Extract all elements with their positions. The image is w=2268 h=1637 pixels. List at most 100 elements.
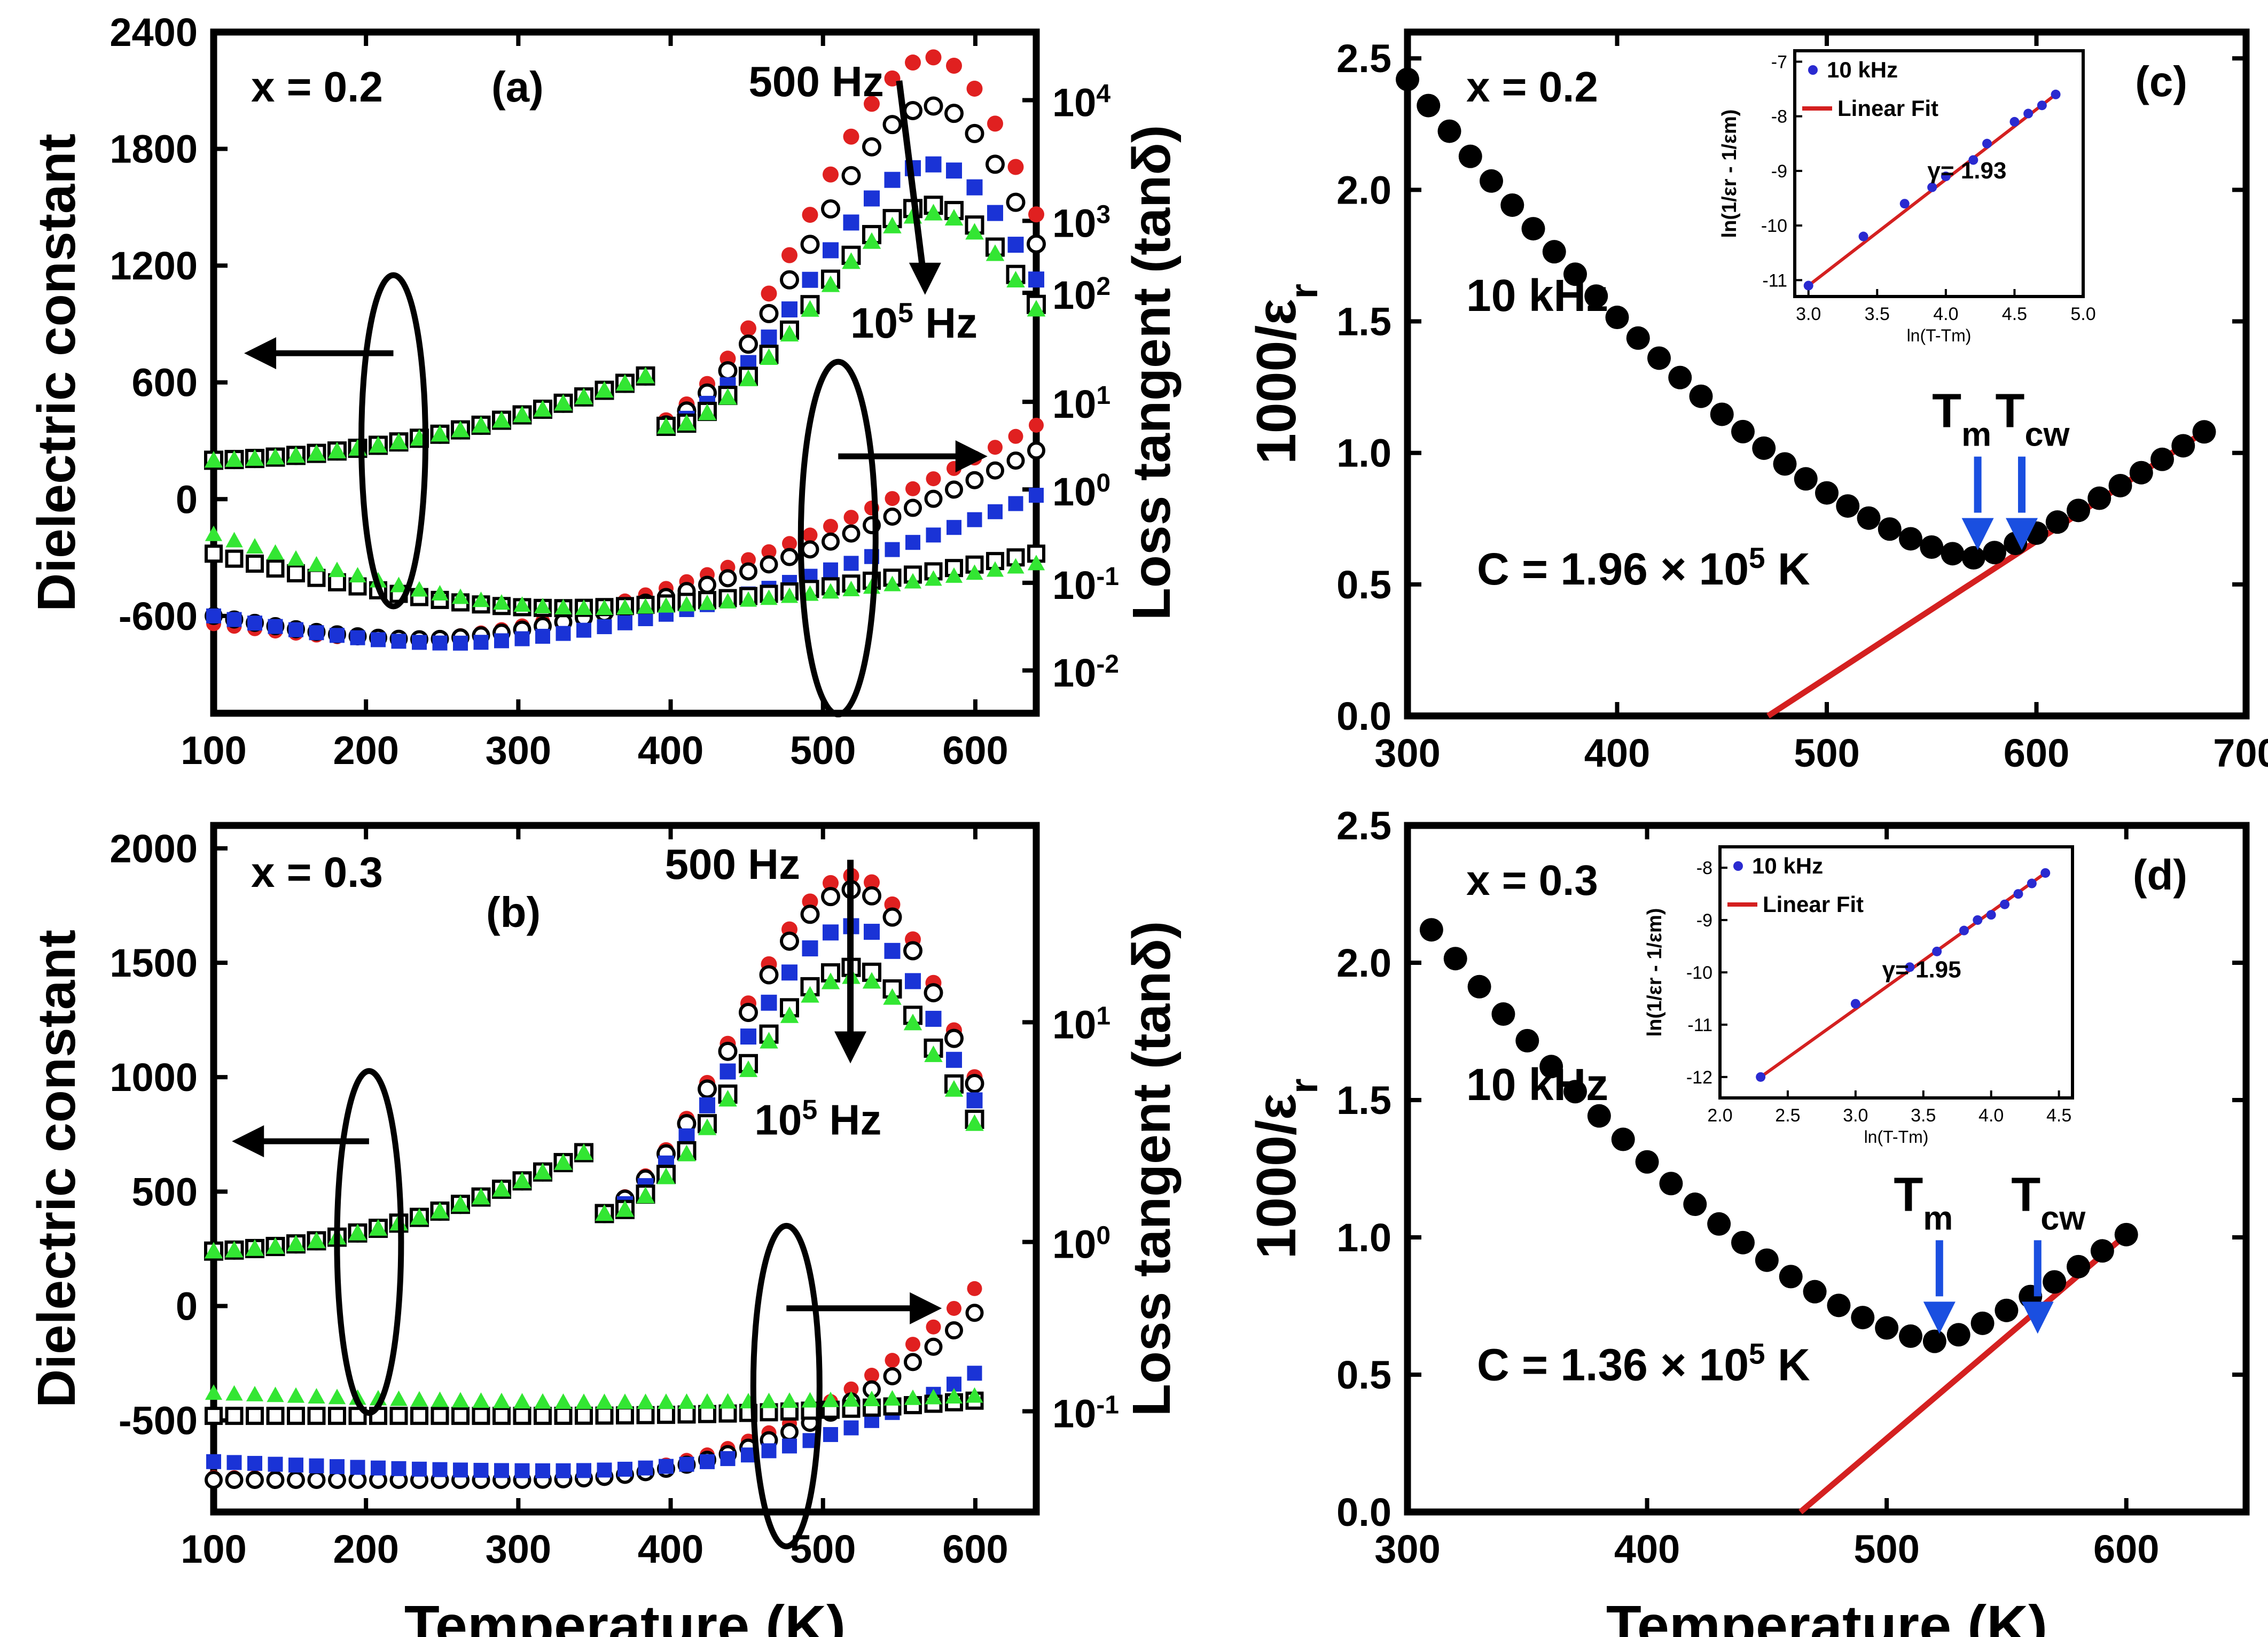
dielectric-point bbox=[944, 1080, 964, 1097]
loss-point bbox=[371, 1460, 386, 1476]
dielectric-point bbox=[924, 96, 943, 116]
right-tick-label-part: 3 bbox=[1096, 200, 1110, 229]
inverse-permittivity-point bbox=[1755, 1248, 1779, 1272]
frequency-label: 10 kHz bbox=[1466, 270, 1608, 321]
inset-x-tick-label: 3.5 bbox=[1911, 1105, 1936, 1126]
loss-point bbox=[535, 1463, 550, 1478]
dielectric-point bbox=[656, 1167, 676, 1184]
dielectric-point bbox=[698, 1118, 717, 1135]
y-tick-label: 1000 bbox=[110, 1055, 198, 1100]
loss-point bbox=[843, 1381, 859, 1397]
loss-point bbox=[554, 1406, 573, 1425]
loss-point bbox=[288, 1457, 303, 1473]
inset-legend-marker bbox=[1733, 861, 1743, 871]
dielectric-point bbox=[761, 329, 777, 346]
dielectric-point bbox=[760, 1032, 778, 1049]
loss-ellipse bbox=[797, 358, 879, 718]
inset-x-tick-label: 2.5 bbox=[1775, 1105, 1800, 1126]
dielectric-point bbox=[864, 874, 880, 891]
inverse-permittivity-point bbox=[2171, 434, 2195, 458]
dielectric-point bbox=[656, 417, 676, 434]
panel-b: 100 200 300 400 500 600-500050010001500200010… bbox=[27, 822, 1182, 1637]
loss-point bbox=[657, 1406, 675, 1424]
dielectric-point bbox=[843, 214, 859, 231]
tm-label: Tm bbox=[1932, 385, 1991, 454]
series-a-1 bbox=[204, 96, 1046, 649]
inverse-permittivity-point bbox=[1689, 384, 1713, 408]
loss-point bbox=[307, 1407, 326, 1425]
left-axis-label: Dielectric constant bbox=[27, 134, 87, 612]
inverse-permittivity-point bbox=[1857, 506, 1881, 530]
loss-point bbox=[556, 626, 571, 641]
dielectric-point bbox=[801, 300, 819, 317]
dielectric-point bbox=[862, 232, 881, 249]
dielectric-point bbox=[925, 1010, 942, 1027]
y-tick-label: 2.0 bbox=[1336, 941, 1391, 985]
tcw-label-part: T bbox=[2011, 1168, 2040, 1221]
freq-low-label-part: 5 bbox=[802, 1094, 817, 1125]
loss-point bbox=[677, 1405, 696, 1424]
dielectric-point bbox=[903, 1014, 922, 1031]
loss-point bbox=[287, 1407, 305, 1425]
dielectric-point bbox=[472, 1188, 490, 1205]
transition-arrows bbox=[1961, 456, 2038, 550]
dielectric-point bbox=[862, 972, 881, 989]
loss-point bbox=[823, 1427, 838, 1443]
curie-weiss-fit-line bbox=[1798, 1232, 2129, 1515]
panel-label: (b) bbox=[486, 888, 541, 936]
inset-data-point bbox=[1858, 231, 1868, 241]
loss-point bbox=[947, 520, 961, 535]
loss-point bbox=[226, 1455, 242, 1470]
loss-point bbox=[637, 598, 654, 614]
fit-line-group bbox=[1766, 429, 2206, 719]
inset-data-point bbox=[2000, 899, 2010, 909]
series-b-4 bbox=[204, 967, 984, 1409]
loss-point bbox=[247, 615, 262, 631]
loss-point bbox=[205, 525, 223, 541]
tcw-label-part: cw bbox=[2040, 1199, 2086, 1237]
inverse-permittivity-point bbox=[1587, 1104, 1611, 1128]
loss-point bbox=[925, 570, 942, 586]
loss-point bbox=[616, 1393, 634, 1409]
dielectric-point bbox=[802, 207, 818, 223]
dielectric-point bbox=[944, 209, 964, 226]
inset-frame bbox=[1793, 49, 2085, 298]
dielectric-point bbox=[595, 381, 614, 398]
dielectric-point bbox=[1027, 234, 1046, 254]
dielectric-point bbox=[924, 983, 943, 1003]
y-tick-label: 1.5 bbox=[1336, 300, 1391, 344]
loss-point bbox=[554, 1393, 572, 1409]
tcw-arrow-head bbox=[2006, 518, 2038, 550]
x-tick-label: 700 bbox=[2213, 731, 2268, 775]
y-tick-label: 0.5 bbox=[1336, 563, 1391, 607]
inset-data-point bbox=[1968, 155, 1978, 165]
y-axis-label-part: r bbox=[1282, 1078, 1326, 1093]
dielectric-point bbox=[843, 128, 859, 145]
y-axis-label: 1000/εr bbox=[1246, 284, 1326, 464]
x-tick-label: 400 bbox=[1614, 1527, 1680, 1571]
x-tick-label: 200 bbox=[333, 1527, 398, 1571]
inverse-permittivity-point bbox=[2108, 473, 2132, 497]
loss-point bbox=[843, 556, 859, 571]
inverse-permittivity-point bbox=[1458, 144, 1482, 168]
dielectric-point bbox=[884, 942, 901, 959]
loss-point bbox=[268, 1456, 283, 1472]
inverse-permittivity-point bbox=[1635, 1150, 1659, 1174]
dielectric-point bbox=[821, 887, 840, 907]
inverse-permittivity-point bbox=[1683, 1192, 1707, 1217]
loss-point bbox=[246, 1385, 264, 1401]
dielectric-point bbox=[677, 414, 696, 431]
loss-point bbox=[843, 510, 859, 525]
y-axis-label: 1000/εr bbox=[1246, 1078, 1326, 1259]
inverse-permittivity-point bbox=[2067, 498, 2090, 523]
inset-data-point bbox=[1941, 172, 1951, 182]
y-tick-label: 0.0 bbox=[1336, 694, 1391, 738]
dielectric-point bbox=[286, 1234, 306, 1252]
freq-low-label-part: Hz bbox=[913, 299, 977, 347]
loss-point bbox=[883, 1390, 901, 1406]
loss-point bbox=[883, 1367, 902, 1385]
y-tick-label: 2.5 bbox=[1336, 804, 1391, 848]
x-tick-label: 100 bbox=[181, 1527, 246, 1571]
loss-point bbox=[473, 1463, 489, 1478]
loss-point bbox=[492, 594, 511, 610]
